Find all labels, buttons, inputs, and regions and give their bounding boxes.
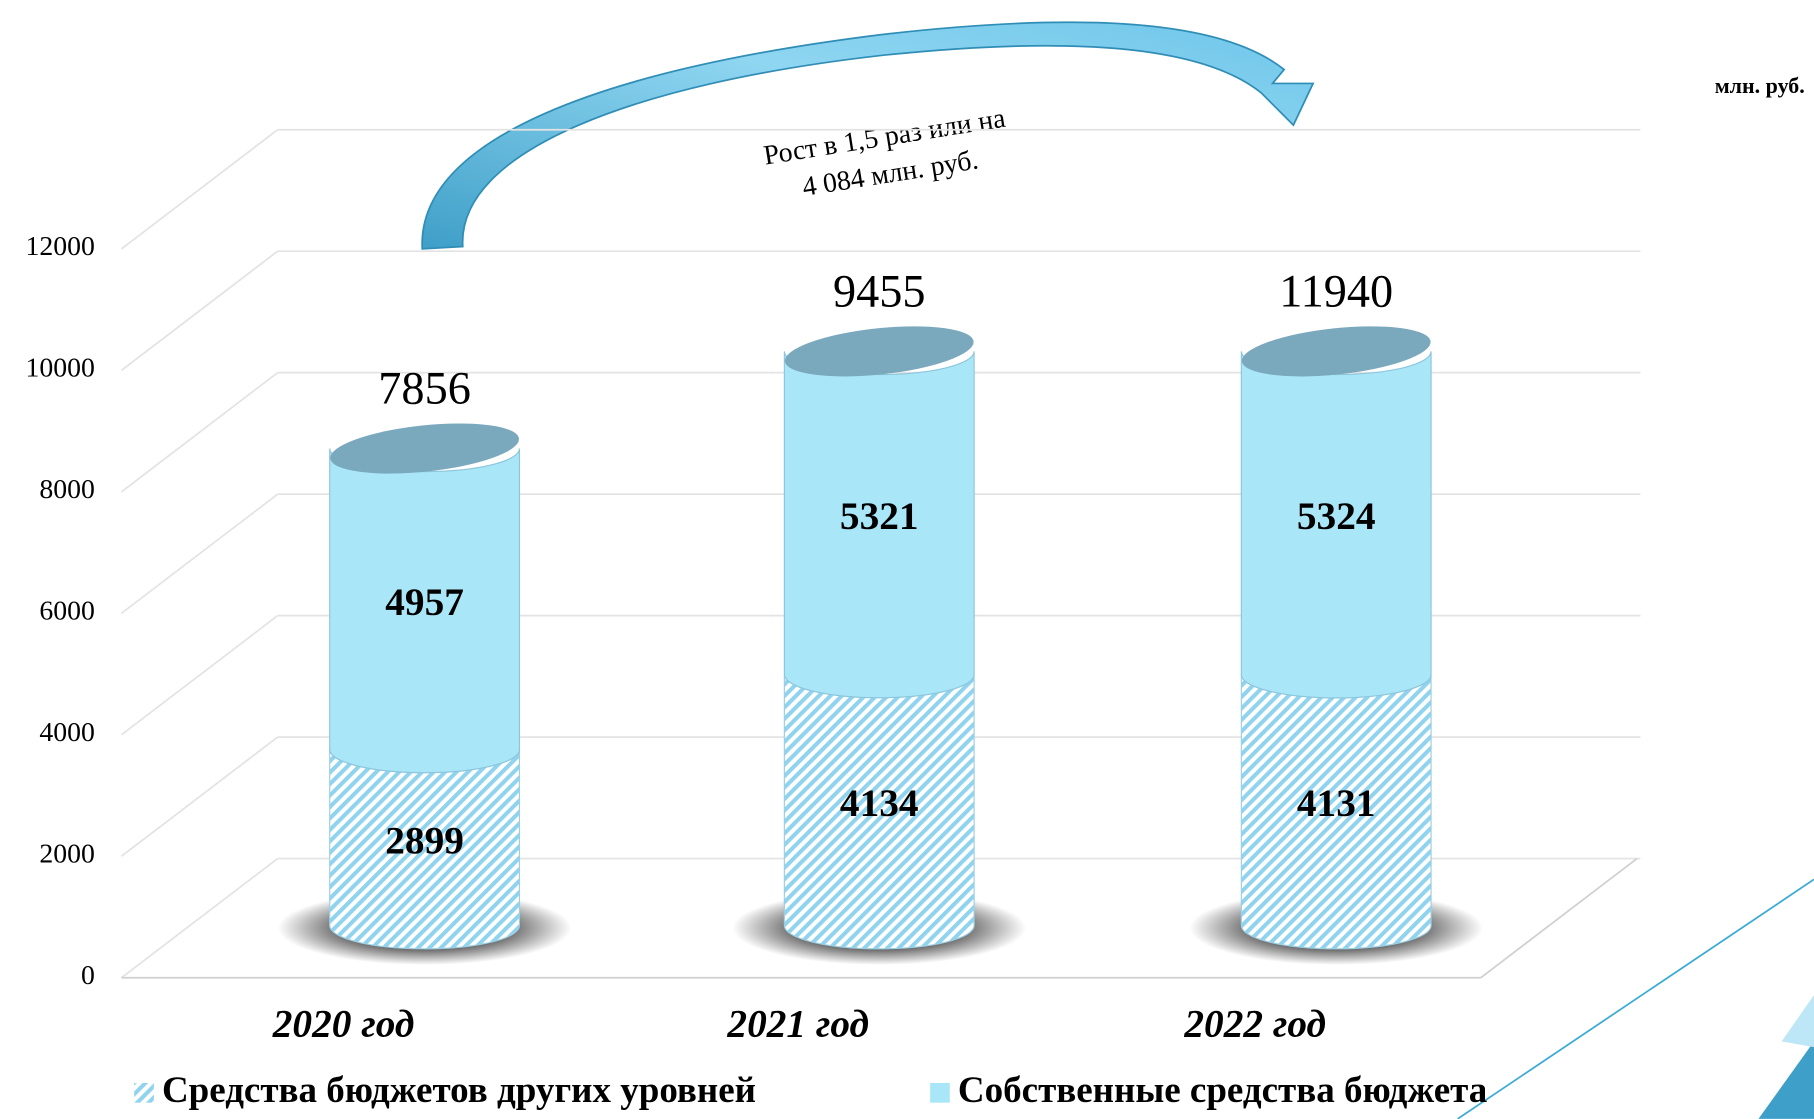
- grid-diagonal: [120, 493, 279, 614]
- x-tick-label: 2020 год: [272, 1001, 415, 1045]
- data-label: 4131: [1297, 781, 1376, 825]
- y-tick-label: 4000: [39, 717, 95, 748]
- legend-swatch: [930, 1082, 950, 1103]
- grid-diagonal: [120, 129, 279, 250]
- x-tick-label: 2022 год: [1183, 1001, 1326, 1045]
- grid-diagonal: [120, 736, 279, 857]
- decor-shape: [1758, 1041, 1814, 1119]
- data-label: 2899: [385, 819, 464, 863]
- grid-diagonal: [120, 371, 279, 493]
- x-tick-label: 2021 год: [726, 1001, 869, 1045]
- data-label: 5321: [840, 494, 919, 538]
- grid-diagonal: [120, 250, 279, 372]
- y-tick-label: 10000: [25, 353, 94, 384]
- legend-label: Средства бюджетов других уровней: [162, 1070, 756, 1111]
- data-label: 4957: [385, 580, 464, 624]
- grid-diagonal: [120, 614, 279, 736]
- bar-cap: [330, 423, 519, 474]
- y-tick-label: 12000: [25, 231, 94, 262]
- grid-diagonal: [120, 857, 279, 979]
- plot: 0 2000 4000 6000 8000 10000 12000 2020 год 2899 4…: [25, 128, 1641, 1111]
- decor-shape: [1781, 995, 1814, 1048]
- legend-label: Собственные средства бюджета: [958, 1070, 1487, 1111]
- y-tick-label: 6000: [39, 596, 95, 627]
- y-tick-label: 2000: [39, 839, 95, 870]
- data-label: 4134: [840, 781, 919, 825]
- y-tick-label: 0: [81, 960, 95, 991]
- legend-swatch: [134, 1082, 154, 1103]
- y-tick-label: 8000: [39, 474, 95, 505]
- total-label: 9455: [833, 266, 926, 317]
- bar-cap: [1241, 326, 1431, 377]
- total-label: 7856: [378, 364, 471, 415]
- decor-line: [1457, 878, 1814, 1119]
- bar-cap: [784, 326, 974, 377]
- data-label: 5324: [1297, 494, 1376, 538]
- x-axis-depth: [1480, 857, 1638, 979]
- growth-arrow: [421, 21, 1315, 250]
- total-label: 11940: [1279, 266, 1393, 317]
- unit-label: млн. руб.: [1715, 73, 1805, 98]
- annotation: Рост в 1,5 раз или на 4 084 млн. руб.: [762, 103, 1008, 203]
